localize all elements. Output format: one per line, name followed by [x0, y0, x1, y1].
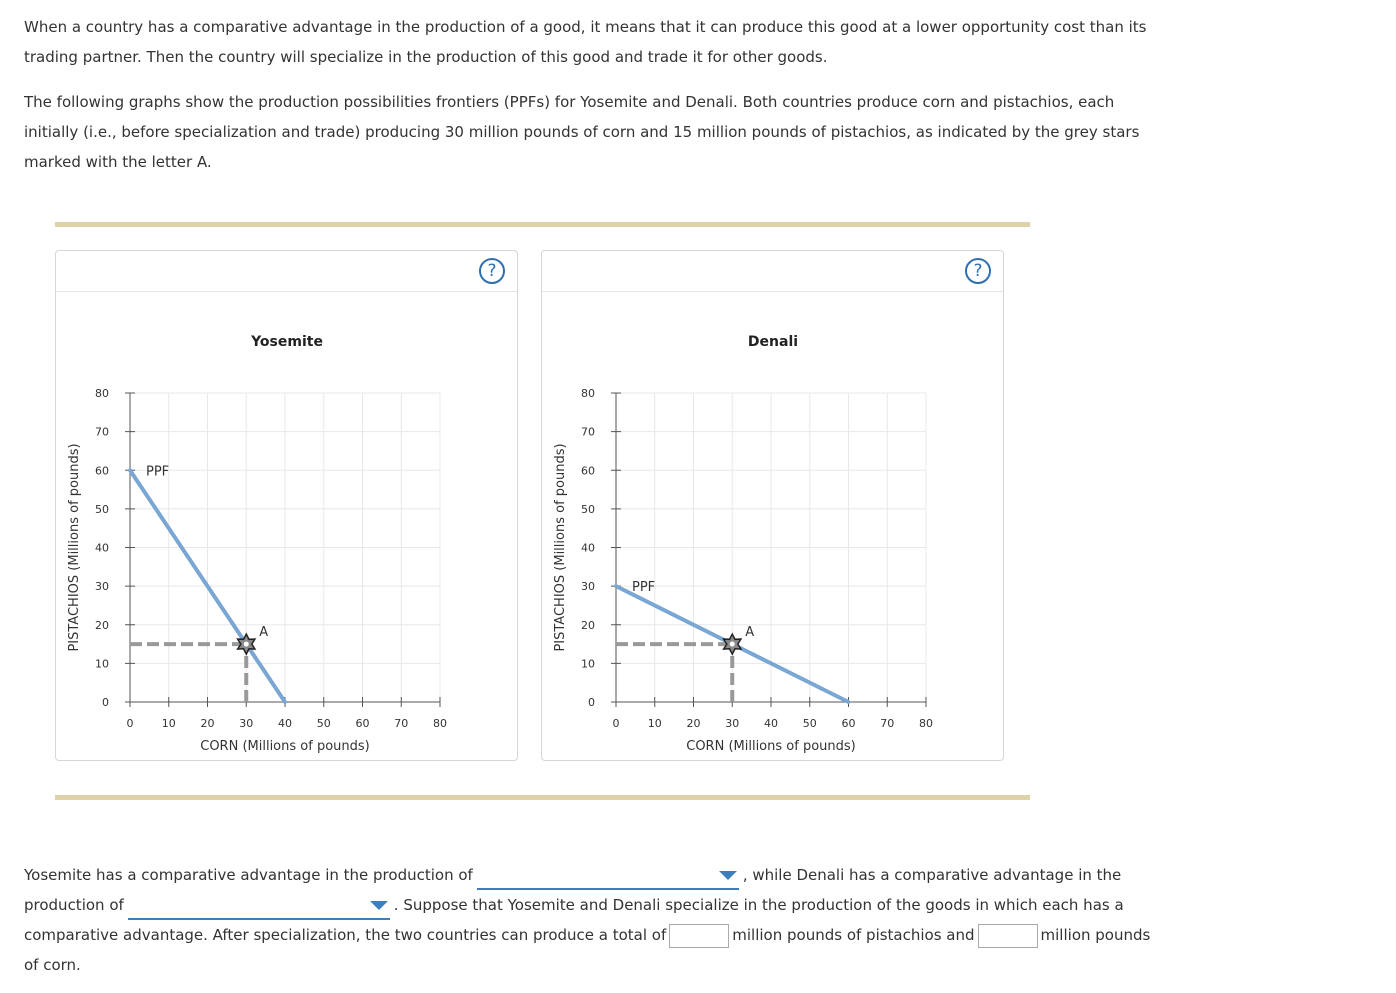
- x-tick-label: 30: [239, 717, 253, 730]
- x-tick-label: 20: [687, 717, 701, 730]
- question-text-2: , while Denali has a comparative advanta…: [742, 866, 1122, 884]
- question-text-7: million pounds: [1040, 926, 1151, 944]
- pistachios-total-input[interactable]: [669, 923, 730, 948]
- question-text-3: production of: [24, 896, 124, 914]
- y-axis-label: PISTACHIOS (Millions of pounds): [553, 443, 568, 651]
- intro-p2-line2: initially (i.e., before specialization a…: [24, 123, 1140, 141]
- y-tick-label: 0: [102, 696, 109, 709]
- x-tick-label: 0: [613, 717, 620, 730]
- y-axis-label: PISTACHIOS (Millions of pounds): [67, 443, 82, 651]
- denali-ppf-chart: Denali 0 10 20 30 40 50 60 70 80 0 10 20 30 40 50 60 70 80…: [553, 334, 933, 754]
- y-tick-label: 40: [95, 542, 109, 555]
- x-tick-label: 40: [764, 717, 778, 730]
- question-text-5: comparative advantage. After specializat…: [24, 926, 667, 944]
- denali-graph-panel: ? Denali 0 10 20 30 40 50 60 70 80 0 10 20 30 40 50 60 70…: [541, 250, 1004, 761]
- question-text-4: . Suppose that Yosemite and Denali speci…: [393, 896, 1124, 914]
- x-tick-label: 0: [127, 717, 134, 730]
- intro-p1-line2: trading partner. Then the country will s…: [24, 48, 828, 66]
- question-block: Yosemite has a comparative advantage in …: [24, 860, 1184, 980]
- point-label: A: [259, 625, 268, 640]
- intro-p1-line1: When a country has a comparative advanta…: [24, 18, 1147, 36]
- y-tick-label: 60: [95, 464, 109, 477]
- x-tick-label: 10: [162, 717, 176, 730]
- x-tick-label: 80: [919, 717, 933, 730]
- chart-title: Yosemite: [250, 334, 323, 350]
- y-tick-label: 70: [95, 426, 109, 439]
- help-icon[interactable]: ?: [479, 258, 505, 284]
- y-tick-label: 70: [581, 426, 595, 439]
- chevron-down-icon: [369, 901, 388, 910]
- panel-header: ?: [542, 251, 1003, 292]
- y-tick-label: 20: [95, 619, 109, 632]
- ppf-line: [128, 468, 287, 704]
- x-tick-label: 40: [278, 717, 292, 730]
- x-tick-label: 50: [803, 717, 817, 730]
- y-tick-label: 30: [95, 580, 109, 593]
- y-tick-label: 10: [95, 657, 109, 670]
- y-tick-label: 0: [588, 696, 595, 709]
- y-tick-label: 10: [581, 657, 595, 670]
- corn-total-input[interactable]: [977, 923, 1038, 948]
- yosemite-graph-panel: ? Yosemite 0 10 20 30 40 50 60 70 80 0 10 20 30 40 50 60…: [55, 250, 518, 761]
- point-label: A: [745, 625, 754, 640]
- yosemite-advantage-dropdown[interactable]: [476, 862, 739, 890]
- y-tick-label: 60: [581, 464, 595, 477]
- y-tick-label: 50: [95, 503, 109, 516]
- yosemite-ppf-chart: Yosemite 0 10 20 30 40 50 60 70 80 0 10 20 30 40 50 60 70…: [67, 334, 447, 754]
- x-tick-label: 10: [648, 717, 662, 730]
- x-tick-label: 30: [725, 717, 739, 730]
- x-tick-label: 80: [433, 717, 447, 730]
- intro-p2-line1: The following graphs show the production…: [24, 93, 1115, 111]
- y-tick-label: 80: [95, 387, 109, 400]
- y-tick-label: 50: [581, 503, 595, 516]
- ppf-label: PPF: [146, 464, 169, 479]
- question-text-8: of corn.: [24, 956, 81, 974]
- bottom-divider: [55, 795, 1030, 800]
- y-tick-label: 80: [581, 387, 595, 400]
- x-tick-label: 60: [842, 717, 856, 730]
- x-tick-label: 50: [317, 717, 331, 730]
- top-divider: [55, 222, 1030, 227]
- x-tick-label: 60: [356, 717, 370, 730]
- y-tick-label: 40: [581, 542, 595, 555]
- question-text-6: million pounds of pistachios and: [732, 926, 975, 944]
- denali-advantage-dropdown[interactable]: [127, 892, 390, 920]
- x-tick-label: 20: [201, 717, 215, 730]
- x-tick-label: 70: [394, 717, 408, 730]
- chart-title: Denali: [748, 334, 798, 350]
- ppf-label: PPF: [632, 580, 655, 595]
- chevron-down-icon: [718, 871, 737, 880]
- help-icon[interactable]: ?: [965, 258, 991, 284]
- x-axis-label: CORN (Millions of pounds): [200, 739, 369, 754]
- star-center: [729, 641, 735, 647]
- x-axis-label: CORN (Millions of pounds): [686, 739, 855, 754]
- question-text-1: Yosemite has a comparative advantage in …: [24, 866, 473, 884]
- y-tick-label: 20: [581, 619, 595, 632]
- y-tick-label: 30: [581, 580, 595, 593]
- intro-p2-line3: marked with the letter A.: [24, 153, 212, 171]
- intro-paragraph-2: The following graphs show the production…: [24, 87, 1174, 177]
- intro-paragraph-1: When a country has a comparative advanta…: [24, 12, 1174, 72]
- panel-header: ?: [56, 251, 517, 292]
- star-center: [243, 641, 249, 647]
- x-tick-label: 70: [880, 717, 894, 730]
